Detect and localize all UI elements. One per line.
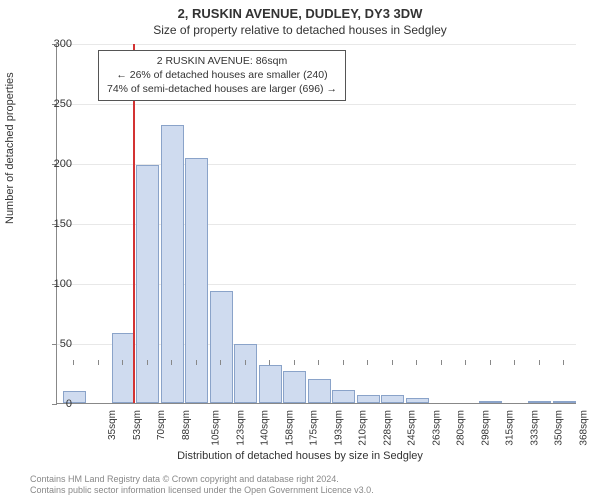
ytick-label: 200 [32, 158, 72, 170]
xtick-label: 228sqm [382, 410, 393, 446]
xtick-mark [367, 360, 368, 365]
ytick-label: 50 [32, 338, 72, 350]
xtick-mark [98, 360, 99, 365]
xtick-mark [318, 360, 319, 365]
xtick-mark [294, 360, 295, 365]
histogram-bar [406, 398, 429, 403]
xtick-mark [343, 360, 344, 365]
histogram-bar [357, 395, 380, 403]
xtick-mark [539, 360, 540, 365]
xtick-label: 333sqm [529, 410, 540, 446]
xtick-mark [147, 360, 148, 365]
ytick-label: 250 [32, 98, 72, 110]
histogram-bar [553, 401, 576, 403]
xtick-mark [171, 360, 172, 365]
annotation-line: ← 26% of detached houses are smaller (24… [107, 68, 337, 82]
histogram-bar [234, 344, 257, 403]
xtick-mark [416, 360, 417, 365]
footer-attribution: Contains HM Land Registry data © Crown c… [30, 474, 592, 497]
xtick-mark [196, 360, 197, 365]
xtick-mark [392, 360, 393, 365]
histogram-bar [161, 125, 184, 403]
y-axis-label: Number of detached properties [4, 72, 16, 224]
ytick-label: 0 [32, 398, 72, 410]
xtick-label: 175sqm [309, 410, 320, 446]
xtick-mark [563, 360, 564, 365]
xtick-mark [269, 360, 270, 365]
histogram-bar [112, 333, 135, 403]
xtick-mark [220, 360, 221, 365]
annotation-line: 2 RUSKIN AVENUE: 86sqm [107, 54, 337, 68]
page-title: 2, RUSKIN AVENUE, DUDLEY, DY3 3DW [0, 0, 600, 21]
xtick-mark [465, 360, 466, 365]
xtick-mark [514, 360, 515, 365]
xtick-mark [245, 360, 246, 365]
histogram-bar [332, 390, 355, 403]
ytick-label: 100 [32, 278, 72, 290]
xtick-mark [122, 360, 123, 365]
xtick-label: 53sqm [132, 410, 143, 440]
page-subtitle: Size of property relative to detached ho… [0, 21, 600, 37]
xtick-label: 70sqm [156, 410, 167, 440]
xtick-mark [441, 360, 442, 365]
x-axis-label: Distribution of detached houses by size … [0, 450, 600, 462]
ytick-label: 300 [32, 38, 72, 50]
histogram-bar [528, 401, 551, 403]
histogram-bar [210, 291, 233, 403]
histogram-bar [308, 379, 331, 403]
xtick-label: 210sqm [358, 410, 369, 446]
xtick-label: 140sqm [260, 410, 271, 446]
xtick-mark [490, 360, 491, 365]
xtick-label: 245sqm [407, 410, 418, 446]
footer-line: Contains HM Land Registry data © Crown c… [30, 474, 592, 485]
footer-line: Contains public sector information licen… [30, 485, 592, 496]
xtick-label: 105sqm [211, 410, 222, 446]
xtick-label: 263sqm [431, 410, 442, 446]
xtick-label: 88sqm [181, 410, 192, 440]
annotation-box: 2 RUSKIN AVENUE: 86sqm ← 26% of detached… [98, 50, 346, 101]
histogram-bar [259, 365, 282, 403]
xtick-label: 193sqm [333, 410, 344, 446]
xtick-label: 368sqm [578, 410, 589, 446]
xtick-mark [73, 360, 74, 365]
xtick-label: 158sqm [284, 410, 295, 446]
xtick-label: 350sqm [554, 410, 565, 446]
histogram-bar [381, 395, 404, 403]
annotation-line: 74% of semi-detached houses are larger (… [107, 82, 337, 96]
histogram-bar [283, 371, 306, 403]
xtick-label: 123sqm [235, 410, 246, 446]
histogram-bar [136, 165, 159, 403]
xtick-label: 315sqm [505, 410, 516, 446]
xtick-label: 35sqm [107, 410, 118, 440]
histogram-bar [185, 158, 208, 403]
histogram-chart: 2 RUSKIN AVENUE: 86sqm ← 26% of detached… [56, 44, 576, 404]
xtick-label: 280sqm [456, 410, 467, 446]
histogram-bar [479, 401, 502, 403]
ytick-label: 150 [32, 218, 72, 230]
xtick-label: 298sqm [480, 410, 491, 446]
